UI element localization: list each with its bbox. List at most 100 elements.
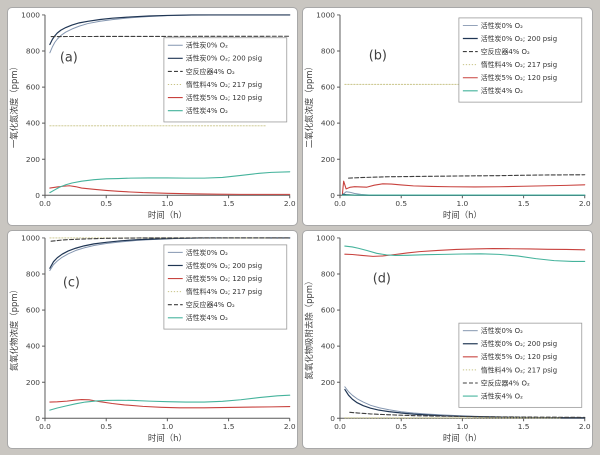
x-axis-title: 时间（h）	[148, 210, 187, 220]
chart-panel-c: 0 200 400 600 800 1000 0.0 0.5 1.0 1.5 2.0 时间（h） 氮氧化…	[7, 230, 298, 449]
series-line-c-1	[49, 237, 291, 269]
panel-letter-b: (b)	[369, 49, 387, 64]
y-tick-label: 1000	[316, 11, 335, 20]
y-tick-label: 800	[321, 47, 335, 56]
legend-c: 活性炭0% O₂ 活性炭0% O₂; 200 psig 活性炭5% O₂; 120 …	[163, 244, 288, 330]
y-axis-title: 氮氧化物浓度（ppm）	[9, 285, 19, 371]
y-tick-label: 1000	[316, 234, 335, 243]
panel-letter-a: (a)	[60, 51, 78, 66]
legend-item-label: 活性炭5% O₂; 120 psig	[481, 352, 557, 361]
x-tick-label: 2.0	[284, 422, 296, 431]
series-line-c-2	[49, 399, 291, 409]
y-axis-title: 二氧化氮浓度（ppm）	[304, 62, 314, 148]
series-line-c-4	[50, 237, 291, 242]
y-axis-title: 一氧化氮浓度（ppm）	[9, 62, 19, 148]
legend-item-label: 惰性料4% O₂; 217 psig	[481, 365, 557, 374]
x-tick-label: 1.0	[161, 199, 173, 208]
y-tick-label: 200	[26, 155, 40, 164]
x-tick-label: 1.5	[518, 199, 530, 208]
x-tick-label: 2.0	[284, 199, 296, 208]
legend-item-label: 活性炭4% O₂	[186, 106, 228, 115]
legend-item-label: 活性炭0% O₂; 200 psig	[186, 261, 262, 270]
legend-item-label: 活性炭0% O₂; 200 psig	[481, 339, 557, 348]
series-line-a-5	[49, 171, 291, 194]
legend-d: 活性炭0% O₂ 活性炭0% O₂; 200 psig 活性炭5% O₂; 120 …	[458, 322, 583, 408]
y-tick-label: 200	[321, 378, 335, 387]
x-axis-title: 时间（h）	[443, 210, 482, 220]
x-tick-label: 1.0	[456, 422, 468, 431]
legend-box	[458, 17, 583, 103]
series-line-b-4	[341, 180, 586, 195]
legend-a: 活性炭0% O₂ 活性炭0% O₂; 200 psig 空反应器4% O₂ 惰性料4%…	[163, 37, 288, 123]
legend-item-label: 活性炭5% O₂; 120 psig	[186, 274, 262, 283]
series-line-b-2	[347, 174, 586, 179]
legend-item-label: 空反应器4% O₂	[186, 67, 235, 76]
x-tick-label: 0.5	[395, 422, 407, 431]
x-tick-label: 0.5	[395, 199, 407, 208]
series-line-d-2	[344, 247, 586, 257]
legend-item-label: 活性炭5% O₂; 120 psig	[186, 93, 262, 102]
y-tick-label: 200	[321, 155, 335, 164]
chart-panel-d: 0 200 400 600 800 1000 0.0 0.5 1.0 1.5 2.0 时间（h） 氮氧化…	[302, 230, 593, 449]
y-tick-label: 200	[26, 378, 40, 387]
y-tick-label: 1000	[21, 11, 40, 20]
series-line-c-5	[49, 394, 291, 411]
chart-d: 0 200 400 600 800 1000 0.0 0.5 1.0 1.5 2.0 时间（h） 氮氧化…	[304, 234, 591, 444]
x-tick-label: 0.0	[39, 199, 51, 208]
legend-item-label: 惰性料4% O₂; 217 psig	[186, 80, 262, 89]
panel-letter-c: (c)	[63, 275, 80, 290]
y-tick-label: 400	[26, 119, 40, 128]
x-tick-label: 0.5	[100, 199, 112, 208]
x-tick-label: 1.5	[518, 422, 530, 431]
y-tick-label: 400	[26, 342, 40, 351]
x-tick-label: 0.0	[334, 199, 346, 208]
y-tick-label: 800	[26, 270, 40, 279]
y-tick-label: 0	[330, 191, 335, 200]
legend-item-label: 空反应器4% O₂	[186, 300, 235, 309]
y-tick-label: 400	[321, 342, 335, 351]
chart-panel-b: 0 200 400 600 800 1000 0.0 0.5 1.0 1.5 2.0 时间（h） 二氧化…	[302, 7, 593, 226]
legend-item-label: 活性炭4% O₂	[481, 86, 523, 95]
chart-a: 0 200 400 600 800 1000 0.0 0.5 1.0 1.5 2.0 时间（h） 一氧化…	[9, 11, 296, 221]
x-tick-label: 0.0	[334, 422, 346, 431]
legend-b: 活性炭0% O₂ 活性炭0% O₂; 200 psig 空反应器4% O₂ 惰性料4%…	[458, 17, 583, 103]
legend-item-label: 活性炭0% O₂	[481, 21, 523, 30]
panel-letter-d: (d)	[373, 272, 391, 287]
x-axis-title: 时间（h）	[148, 433, 187, 443]
legend-box	[163, 37, 288, 123]
y-tick-label: 0	[35, 191, 40, 200]
y-tick-label: 800	[26, 47, 40, 56]
y-tick-label: 600	[26, 83, 40, 92]
y-tick-label: 800	[321, 270, 335, 279]
legend-box	[458, 322, 583, 408]
x-tick-label: 0.5	[100, 422, 112, 431]
x-tick-label: 2.0	[579, 422, 591, 431]
y-tick-label: 600	[26, 306, 40, 315]
x-axis-title: 时间（h）	[443, 433, 482, 443]
x-tick-label: 0.0	[39, 422, 51, 431]
x-tick-label: 1.5	[223, 422, 235, 431]
legend-item-label: 活性炭5% O₂; 120 psig	[481, 73, 557, 82]
x-tick-label: 1.5	[223, 199, 235, 208]
x-tick-label: 1.0	[456, 199, 468, 208]
legend-item-label: 活性炭0% O₂; 200 psig	[481, 34, 557, 43]
legend-item-label: 惰性料4% O₂; 217 psig	[186, 287, 262, 296]
y-tick-label: 1000	[21, 234, 40, 243]
y-axis-title: 氮氧化物吸附去除（ppm）	[304, 277, 314, 380]
chart-c: 0 200 400 600 800 1000 0.0 0.5 1.0 1.5 2.0 时间（h） 氮氧化…	[9, 234, 296, 444]
legend-item-label: 活性炭4% O₂	[481, 391, 523, 400]
legend-item-label: 活性炭0% O₂	[186, 248, 228, 257]
x-tick-label: 1.0	[161, 422, 173, 431]
y-tick-label: 600	[321, 306, 335, 315]
legend-item-label: 活性炭0% O₂; 200 psig	[186, 54, 262, 63]
legend-box	[163, 244, 288, 330]
y-tick-label: 600	[321, 83, 335, 92]
legend-item-label: 空反应器4% O₂	[481, 378, 530, 387]
legend-item-label: 活性炭4% O₂	[186, 313, 228, 322]
chart-panel-a: 0 200 400 600 800 1000 0.0 0.5 1.0 1.5 2.0 时间（h） 一氧化…	[7, 7, 298, 226]
series-line-d-4	[349, 411, 586, 418]
x-tick-label: 2.0	[579, 199, 591, 208]
y-tick-label: 0	[35, 414, 40, 423]
series-line-d-5	[344, 245, 586, 262]
